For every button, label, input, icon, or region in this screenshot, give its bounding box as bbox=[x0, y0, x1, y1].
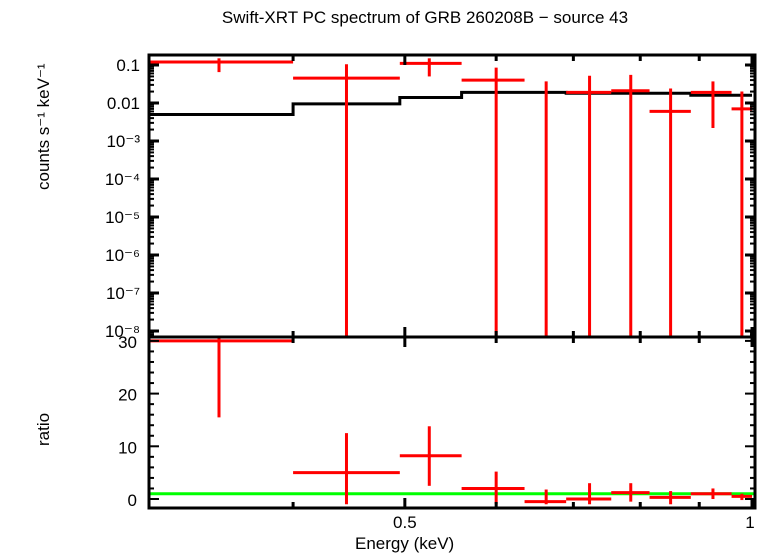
y-tick-label-ratio: 20 bbox=[118, 386, 137, 405]
x-tick-label: 0.5 bbox=[393, 513, 417, 532]
y-tick-label-spectrum: 0.01 bbox=[107, 94, 140, 113]
chart-title: Swift-XRT PC spectrum of GRB 260208B − s… bbox=[221, 8, 629, 27]
y-tick-label-spectrum: 10⁻⁷ bbox=[106, 284, 140, 303]
y-tick-label-ratio: 0 bbox=[128, 491, 137, 510]
ratio-frame bbox=[147, 335, 757, 510]
x-tick-label: 1 bbox=[745, 513, 754, 532]
y-tick-label-spectrum: 10⁻⁴ bbox=[105, 170, 140, 189]
x-axis-label: Energy (keV) bbox=[355, 534, 455, 553]
y-tick-label-ratio: 10 bbox=[118, 438, 137, 457]
y-tick-label-spectrum: 10⁻⁸ bbox=[105, 322, 140, 341]
y-tick-label-spectrum: 10⁻³ bbox=[106, 132, 140, 151]
y-tick-label-spectrum: 10⁻⁶ bbox=[105, 246, 140, 265]
y-tick-label-spectrum: 10⁻⁵ bbox=[105, 208, 140, 227]
y-tick-label-spectrum: 0.1 bbox=[116, 56, 140, 75]
y-tick-label-ratio: 30 bbox=[118, 333, 137, 352]
